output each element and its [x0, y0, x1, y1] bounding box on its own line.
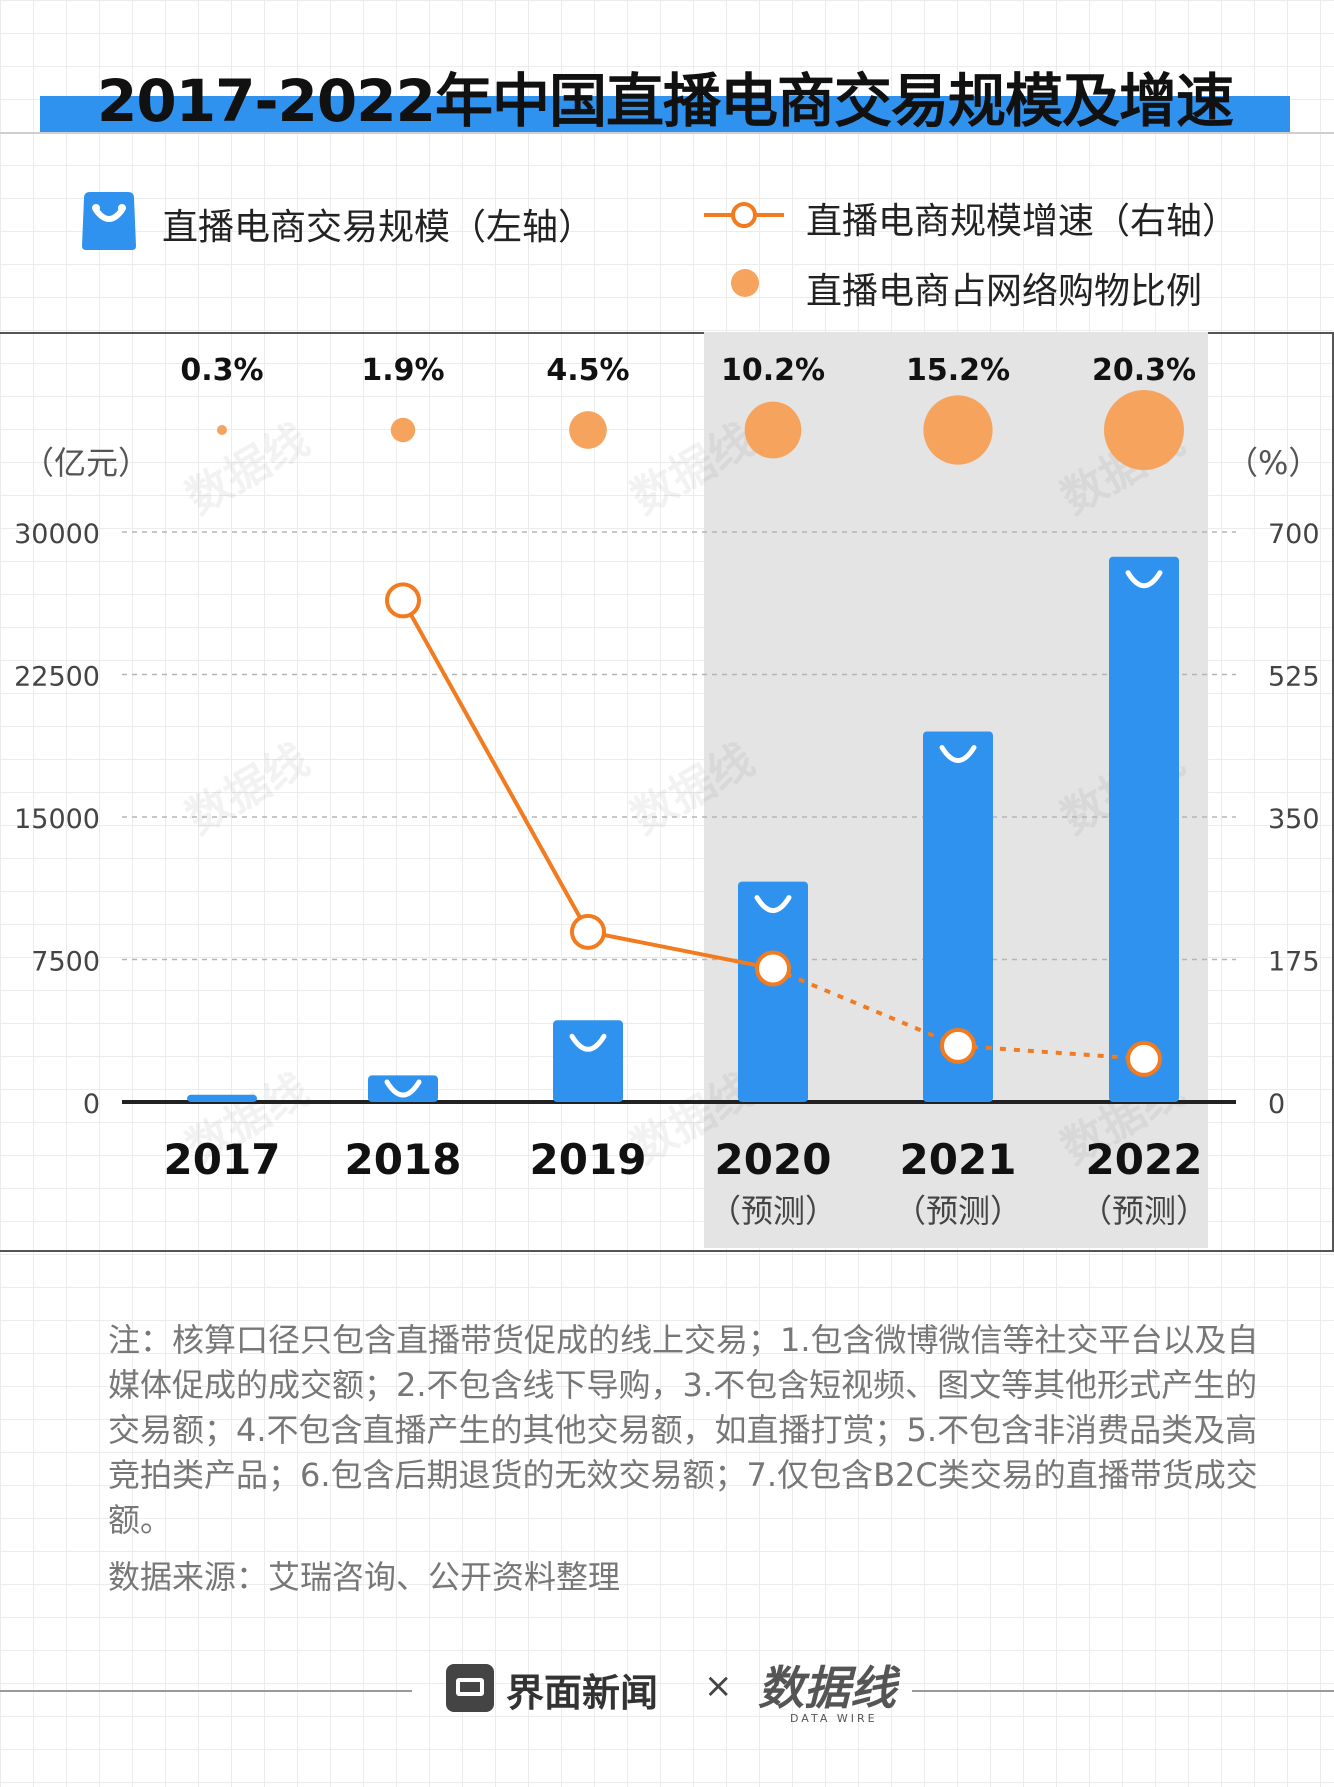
- x-tick-label: 2022: [1086, 1135, 1203, 1184]
- share-dot-2017: [217, 425, 227, 435]
- growth-point-2018: [385, 582, 421, 619]
- y-right-tick-label: 175: [1268, 947, 1320, 978]
- share-label-2018: 1.9%: [361, 353, 444, 388]
- share-label-2017: 0.3%: [180, 353, 263, 388]
- jiemian-logo-icon: [446, 1664, 494, 1712]
- share-label-2022: 20.3%: [1092, 353, 1196, 388]
- x-tick-label: 2019: [530, 1135, 647, 1184]
- x-tick-label: 2020: [715, 1135, 832, 1184]
- title-rule: [0, 132, 1334, 134]
- bar-2019: [553, 1020, 623, 1102]
- y-right-tick-label: 350: [1268, 804, 1320, 835]
- title-area: 2017-2022年中国直播电商交易规模及增速: [0, 0, 1334, 140]
- title-bar: [40, 96, 1290, 132]
- x-tick-label: 2017: [164, 1135, 281, 1184]
- growth-point-2019: [570, 913, 606, 950]
- forecast-label: （预测）: [894, 1192, 1022, 1230]
- share-dot-2019: [569, 411, 607, 449]
- growth-line-segment: [772, 966, 959, 1048]
- y-left-tick-label: 0: [83, 1089, 100, 1120]
- chart-frame: [0, 332, 1334, 1252]
- footer-divider-right: [912, 1690, 1334, 1692]
- share-dot-2018: [390, 417, 416, 443]
- share-label-2019: 4.5%: [546, 353, 629, 388]
- bar-2020: [738, 881, 808, 1102]
- watermark: 数据线: [178, 734, 318, 844]
- growth-point-2020: [755, 950, 791, 987]
- share-label-2021: 15.2%: [906, 353, 1010, 388]
- legend-label-line: 直播电商规模增速（右轴）: [806, 201, 1239, 242]
- chart-title: 2017-2022年中国直播电商交易规模及增速: [97, 67, 1234, 135]
- bar-bag-handle-icon: [1125, 570, 1163, 589]
- share-dot-2020: [744, 401, 802, 459]
- share-label-2020: 10.2%: [721, 353, 825, 388]
- y-left-tick-label: 30000: [14, 519, 100, 550]
- bar-2018: [368, 1075, 438, 1102]
- y-right-tick-label: 0: [1268, 1089, 1285, 1120]
- y-right-unit: （%）: [1226, 444, 1320, 482]
- data-source: 数据来源：艾瑞咨询、公开资料整理: [108, 1558, 621, 1596]
- line-circle-marker-icon: [704, 202, 784, 228]
- share-dot-2022: [1104, 390, 1184, 470]
- filled-circle-icon: [731, 269, 759, 297]
- legend-label-bar: 直播电商交易规模（左轴）: [162, 207, 595, 248]
- legend-label-dot: 直播电商占网络购物比例: [806, 271, 1203, 312]
- footer-brand: 界面新闻: [506, 1671, 659, 1715]
- growth-line-segment: [587, 929, 774, 971]
- y-left-tick-label: 22500: [14, 662, 100, 693]
- y-left-tick-label: 7500: [31, 947, 100, 978]
- watermark: 数据线: [178, 414, 318, 524]
- bar-2017: [187, 1094, 257, 1102]
- y-right-tick-label: 525: [1268, 662, 1320, 693]
- bar-bag-handle-icon: [939, 745, 977, 763]
- bar-bag-handle-icon: [569, 1033, 607, 1052]
- bar-bag-handle-icon: [384, 1079, 422, 1098]
- footer-divider-left: [0, 1690, 412, 1692]
- footer-partner-sub: DATA WIRE: [790, 1712, 878, 1725]
- y-right-tick-label: 700: [1268, 519, 1320, 550]
- bar-2021: [923, 731, 993, 1102]
- shopping-bag-icon: [82, 192, 136, 250]
- chart-svg: 数据线数据线数据线数据线数据线数据线数据线数据线数据线 300007002250…: [14, 332, 1320, 1248]
- y-left-tick-label: 15000: [14, 804, 100, 835]
- growth-line-segment: [401, 599, 590, 933]
- share-dot-2021: [923, 395, 993, 465]
- x-tick-label: 2021: [900, 1135, 1017, 1184]
- y-left-unit: （亿元）: [22, 444, 150, 482]
- bar-2022: [1109, 556, 1179, 1102]
- growth-point-2021: [940, 1027, 976, 1064]
- x-tick-label: 2018: [345, 1135, 462, 1184]
- growth-line-segment: [957, 1043, 1145, 1061]
- bar-bag-handle-icon: [754, 895, 792, 914]
- footnote: 注：核算口径只包含直播带货促成的线上交易；1.包含微博微信等社交平台以及自媒体促…: [108, 1321, 1259, 1539]
- footer-partner-logo: 数据线: [758, 1661, 896, 1715]
- forecast-label: （预测）: [709, 1192, 837, 1230]
- forecast-label: （预测）: [1080, 1192, 1208, 1230]
- footer-separator: ×: [704, 1666, 733, 1706]
- growth-point-2022: [1126, 1040, 1162, 1077]
